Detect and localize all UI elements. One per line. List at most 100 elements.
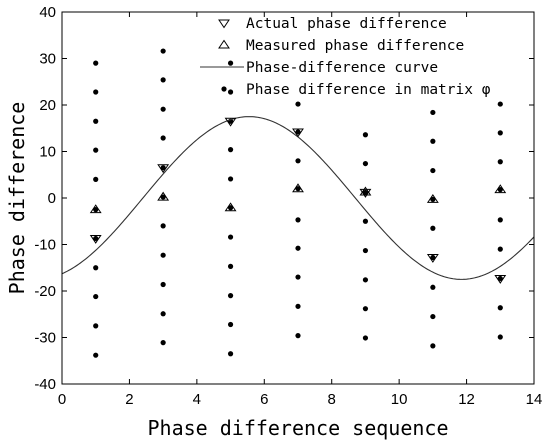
- actual-phase-marker: [89, 234, 102, 244]
- matrix-phase-dot: [295, 217, 301, 223]
- matrix-phase-dot: [295, 274, 301, 280]
- matrix-phase-dot: [430, 284, 436, 290]
- matrix-phase-dot: [93, 352, 99, 358]
- matrix-phase-dot: [93, 89, 99, 95]
- matrix-phase-dot: [362, 218, 369, 224]
- measured-phase-marker: [89, 204, 102, 214]
- matrix-phase-dot: [93, 176, 99, 182]
- matrix-phase-dot: [362, 306, 369, 312]
- x-tick-label: 12: [458, 391, 475, 408]
- legend-label: Actual phase difference: [246, 16, 447, 32]
- matrix-phase-dot: [93, 118, 99, 124]
- matrix-phase-dot: [227, 321, 234, 328]
- matrix-phase-dot: [362, 247, 369, 254]
- legend-label: Phase difference in matrix φ: [246, 82, 491, 98]
- matrix-phase-dot: [160, 311, 166, 317]
- matrix-phase-dot: [93, 235, 99, 242]
- matrix-phase-dot: [160, 135, 166, 141]
- matrix-phase-dot: [160, 340, 166, 346]
- y-tick-label: 20: [39, 97, 56, 114]
- actual-phase-marker: [359, 188, 372, 198]
- y-tick-label: 0: [48, 190, 56, 207]
- y-tick-label: 40: [39, 4, 56, 21]
- matrix-phase-dot: [362, 132, 369, 138]
- measured-phase-marker: [224, 202, 237, 212]
- matrix-phase-dot: [362, 189, 369, 196]
- matrix-phase-dot: [295, 245, 301, 251]
- measured-phase-marker: [494, 184, 507, 194]
- matrix-phase-dot: [497, 305, 503, 311]
- matrix-phase-dot: [227, 293, 234, 299]
- x-axis-label: Phase difference sequence: [147, 416, 448, 440]
- matrix-phase-dot: [497, 275, 503, 282]
- matrix-phase-dot: [227, 263, 234, 269]
- measured-phase-marker: [292, 183, 304, 193]
- actual-phase-marker: [494, 274, 507, 284]
- matrix-phase-dot: [362, 277, 369, 283]
- matrix-phase-dot: [295, 186, 301, 192]
- matrix-phase-dot: [227, 205, 234, 211]
- matrix-phase-dot: [497, 101, 503, 107]
- y-tick-label: 30: [39, 51, 56, 68]
- plot-area: [62, 48, 534, 358]
- y-tick-label: 10: [39, 144, 56, 161]
- matrix-phase-dot: [93, 265, 99, 271]
- x-tick-label: 6: [260, 391, 268, 408]
- matrix-phase-dot: [497, 246, 503, 252]
- matrix-phase-dot: [93, 60, 99, 66]
- y-tick-label: -30: [34, 330, 56, 347]
- legend-label: Measured phase difference: [246, 38, 464, 54]
- y-tick-label: -20: [34, 283, 56, 300]
- matrix-phase-dot: [160, 165, 166, 171]
- matrix-phase-dot: [93, 147, 99, 153]
- matrix-phase-dot: [295, 333, 301, 339]
- legend-label: Phase-difference curve: [246, 60, 438, 76]
- matrix-phase-dot: [160, 77, 166, 83]
- x-tick-label: 10: [391, 391, 408, 408]
- matrix-phase-dot: [295, 101, 301, 107]
- matrix-phase-dot: [160, 223, 166, 229]
- x-tick-label: 2: [125, 391, 133, 408]
- matrix-phase-dot: [497, 159, 503, 165]
- matrix-phase-dot: [430, 254, 436, 261]
- matrix-phase-dot: [160, 48, 166, 54]
- y-tick-label: -10: [34, 237, 56, 254]
- matrix-phase-dot: [430, 225, 436, 231]
- matrix-phase-dot: [295, 158, 301, 164]
- matrix-phase-dot: [160, 281, 166, 288]
- legend: Actual phase difference Measured phase di…: [200, 16, 491, 98]
- matrix-phase-dot: [430, 167, 436, 174]
- matrix-phase-dot: [362, 160, 369, 167]
- y-axis-label: Phase difference: [5, 102, 29, 295]
- matrix-phase-dot: [497, 217, 503, 223]
- legend-measured-icon: [218, 39, 230, 49]
- measured-phase-marker: [157, 191, 170, 201]
- matrix-phase-dot: [160, 106, 166, 112]
- matrix-phase-dot: [93, 207, 99, 213]
- matrix-phase-dot: [497, 130, 503, 136]
- matrix-phase-dot: [160, 252, 166, 258]
- matrix-phase-dot: [497, 187, 503, 193]
- matrix-phase-dot: [295, 129, 301, 135]
- actual-phase-marker: [292, 128, 304, 138]
- axis-ticks: 0 2 4 6 8 10 12 14 -40 -30 -20 -10 0 10 20 30 40: [34, 4, 542, 408]
- matrix-phase-dot: [93, 323, 99, 329]
- y-tick-label: -40: [34, 376, 56, 393]
- matrix-phase-dot: [430, 138, 436, 144]
- matrix-phase-dot: [227, 89, 234, 95]
- legend-actual-icon: [218, 19, 230, 29]
- matrix-phase-dot: [430, 343, 436, 349]
- matrix-phase-dot: [227, 60, 234, 66]
- matrix-phase-dot: [227, 147, 234, 153]
- actual-phase-marker: [426, 254, 439, 263]
- legend-dot-icon: [221, 86, 227, 92]
- matrix-phase-dot: [430, 313, 436, 320]
- matrix-phase-dot: [227, 176, 234, 182]
- matrix-phase-dot: [160, 194, 166, 200]
- x-tick-label: 14: [526, 391, 543, 408]
- matrix-phase-dot: [93, 293, 99, 300]
- x-tick-label: 4: [193, 391, 201, 408]
- matrix-phase-dot: [497, 334, 503, 340]
